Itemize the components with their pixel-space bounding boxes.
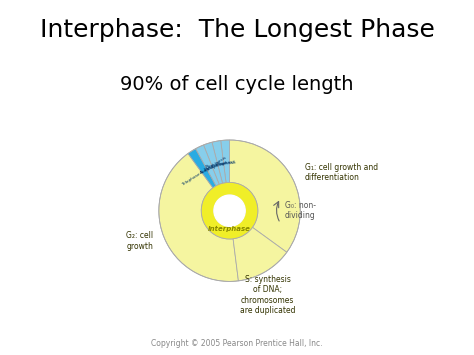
- Wedge shape: [201, 182, 258, 239]
- Wedge shape: [221, 140, 229, 182]
- Wedge shape: [233, 227, 287, 281]
- Wedge shape: [195, 145, 219, 186]
- Text: Prophase: Prophase: [217, 161, 237, 166]
- Text: Anaphase: Anaphase: [199, 162, 220, 175]
- Text: 90% of cell cycle length: 90% of cell cycle length: [120, 75, 354, 94]
- Circle shape: [214, 195, 245, 226]
- Text: Interphase: Interphase: [208, 226, 251, 233]
- Text: Interphase:  The Longest Phase: Interphase: The Longest Phase: [39, 18, 435, 42]
- Text: Telophase & cytokinesis: Telophase & cytokinesis: [181, 155, 228, 187]
- Text: G₁: cell growth and
differentiation: G₁: cell growth and differentiation: [304, 163, 378, 182]
- Text: G₀: non-
dividing: G₀: non- dividing: [285, 201, 316, 220]
- Text: Metaphase: Metaphase: [203, 160, 227, 171]
- Wedge shape: [203, 142, 222, 184]
- Text: Prometaphase: Prometaphase: [205, 160, 237, 169]
- Text: S: synthesis
of DNA;
chromosomes
are duplicated: S: synthesis of DNA; chromosomes are dup…: [240, 275, 295, 315]
- Wedge shape: [188, 149, 216, 188]
- Wedge shape: [212, 141, 226, 183]
- Text: Copyright © 2005 Pearson Prentice Hall, Inc.: Copyright © 2005 Pearson Prentice Hall, …: [151, 339, 323, 348]
- Wedge shape: [229, 140, 300, 252]
- Wedge shape: [159, 153, 238, 282]
- Text: G₂: cell
growth: G₂: cell growth: [126, 231, 154, 251]
